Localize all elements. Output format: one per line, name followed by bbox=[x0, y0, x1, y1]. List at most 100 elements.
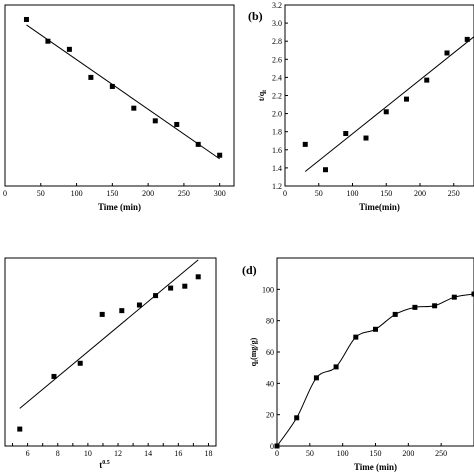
data-point bbox=[23, 16, 29, 22]
panel-d: 0 50 100 150 200 250 0 20 40 60 80 100 Time (min) qt(… bbox=[242, 257, 474, 472]
x-axis-label: Time (min) bbox=[98, 202, 141, 212]
data-point bbox=[168, 285, 174, 291]
y-tick-label: 80 bbox=[266, 317, 274, 326]
data-point bbox=[136, 302, 142, 308]
x-tick-label: 200 bbox=[142, 189, 154, 198]
x-tick-label: 200 bbox=[402, 449, 414, 458]
data-point bbox=[363, 135, 369, 141]
x-tick-label: 18 bbox=[204, 449, 212, 458]
plot-frame bbox=[4, 257, 217, 447]
y-tick-label: 20 bbox=[266, 411, 274, 420]
y-tick-label: 1.2 bbox=[272, 182, 282, 191]
panel-c: 6 8 10 12 14 16 18 t0.5 bbox=[4, 257, 217, 470]
x-tick-label: 250 bbox=[448, 189, 460, 198]
data-point bbox=[373, 326, 378, 332]
x-tick-label: 150 bbox=[106, 189, 118, 198]
data-point bbox=[152, 118, 158, 124]
y-tick-label: 100 bbox=[262, 285, 274, 294]
data-point bbox=[343, 131, 349, 137]
panel-label: (b) bbox=[248, 9, 263, 23]
data-point bbox=[195, 274, 201, 280]
y-tick-label: 2.8 bbox=[272, 37, 282, 46]
data-point bbox=[333, 364, 339, 370]
fit-line bbox=[19, 259, 199, 409]
data-point bbox=[45, 38, 51, 44]
data-point bbox=[66, 46, 72, 52]
data-point bbox=[153, 293, 159, 299]
data-point bbox=[77, 360, 83, 366]
x-tick-label: 0 bbox=[275, 449, 279, 458]
data-point bbox=[392, 311, 398, 317]
x-tick-label: 0 bbox=[283, 189, 287, 198]
data-point bbox=[131, 105, 137, 111]
x-axis-label: Time(min) bbox=[359, 202, 400, 212]
series-line bbox=[276, 293, 474, 447]
data-point bbox=[432, 303, 438, 309]
data-point bbox=[294, 415, 300, 421]
x-tick-label: 50 bbox=[315, 189, 323, 198]
plot-frame bbox=[276, 257, 474, 447]
x-tick-label: 16 bbox=[174, 449, 182, 458]
y-tick-label: 1.8 bbox=[272, 128, 282, 137]
x-tick-label: 8 bbox=[56, 449, 60, 458]
fit-line bbox=[304, 36, 474, 172]
data-point bbox=[323, 167, 328, 173]
y-tick-label: 2.0 bbox=[272, 110, 282, 119]
y-tick-label: 1.6 bbox=[272, 146, 282, 155]
data-point bbox=[404, 96, 409, 102]
data-point bbox=[451, 294, 457, 300]
data-point bbox=[383, 109, 389, 115]
x-axis-label: t0.5 bbox=[99, 460, 110, 470]
data-point bbox=[444, 50, 450, 56]
data-point bbox=[109, 83, 115, 89]
x-tick-label: 150 bbox=[370, 449, 382, 458]
data-point bbox=[119, 308, 125, 314]
fit-line bbox=[26, 24, 220, 160]
panel-a: 0 50 100 150 200 250 300 Time (min) bbox=[3, 4, 235, 212]
x-tick-label: 10 bbox=[84, 449, 92, 458]
data-point bbox=[88, 74, 94, 80]
data-point bbox=[412, 304, 418, 310]
x-tick-label: 12 bbox=[114, 449, 122, 458]
data-point bbox=[274, 443, 280, 449]
data-point bbox=[353, 334, 359, 340]
data-point bbox=[302, 141, 308, 147]
y-tick-label: 3.2 bbox=[272, 1, 282, 10]
y-tick-label: 0 bbox=[270, 442, 274, 451]
data-point bbox=[195, 141, 201, 147]
data-point bbox=[99, 311, 105, 317]
panel-label: (d) bbox=[242, 263, 257, 277]
x-tick-label: 6 bbox=[26, 449, 30, 458]
y-tick-label: 2.4 bbox=[272, 73, 282, 82]
plot-frame bbox=[4, 4, 235, 187]
data-point bbox=[182, 283, 188, 289]
x-tick-label: 50 bbox=[37, 189, 45, 198]
x-tick-label: 300 bbox=[214, 189, 226, 198]
y-axis-label: qt(mg/g) bbox=[249, 337, 260, 366]
data-point bbox=[424, 77, 430, 83]
y-axis-label: t/qt bbox=[257, 90, 268, 101]
y-tick-label: 3.0 bbox=[272, 19, 282, 28]
x-tick-label: 100 bbox=[337, 449, 349, 458]
x-tick-label: 150 bbox=[380, 189, 392, 198]
panel-b: 0 50 100 150 200 250 1.2 1.4 1.6 1.8 2.0 2.2 2.4 2.6 2… bbox=[248, 1, 474, 212]
x-tick-label: 250 bbox=[435, 449, 447, 458]
x-tick-label: 50 bbox=[306, 449, 314, 458]
x-tick-label: 0 bbox=[3, 189, 7, 198]
x-tick-label: 250 bbox=[178, 189, 190, 198]
x-tick-label: 200 bbox=[414, 189, 426, 198]
x-tick-label: 14 bbox=[144, 449, 152, 458]
data-point bbox=[217, 152, 223, 158]
y-tick-label: 1.4 bbox=[272, 164, 282, 173]
x-tick-label: 100 bbox=[71, 189, 83, 198]
y-tick-label: 40 bbox=[266, 379, 274, 388]
plot-frame bbox=[284, 4, 474, 187]
data-point bbox=[17, 426, 23, 432]
data-point bbox=[464, 36, 470, 42]
y-tick-label: 2.2 bbox=[272, 92, 282, 101]
y-tick-label: 60 bbox=[266, 348, 274, 357]
data-point bbox=[471, 291, 474, 297]
data-point bbox=[51, 373, 57, 379]
y-tick-label: 2.6 bbox=[272, 55, 282, 64]
